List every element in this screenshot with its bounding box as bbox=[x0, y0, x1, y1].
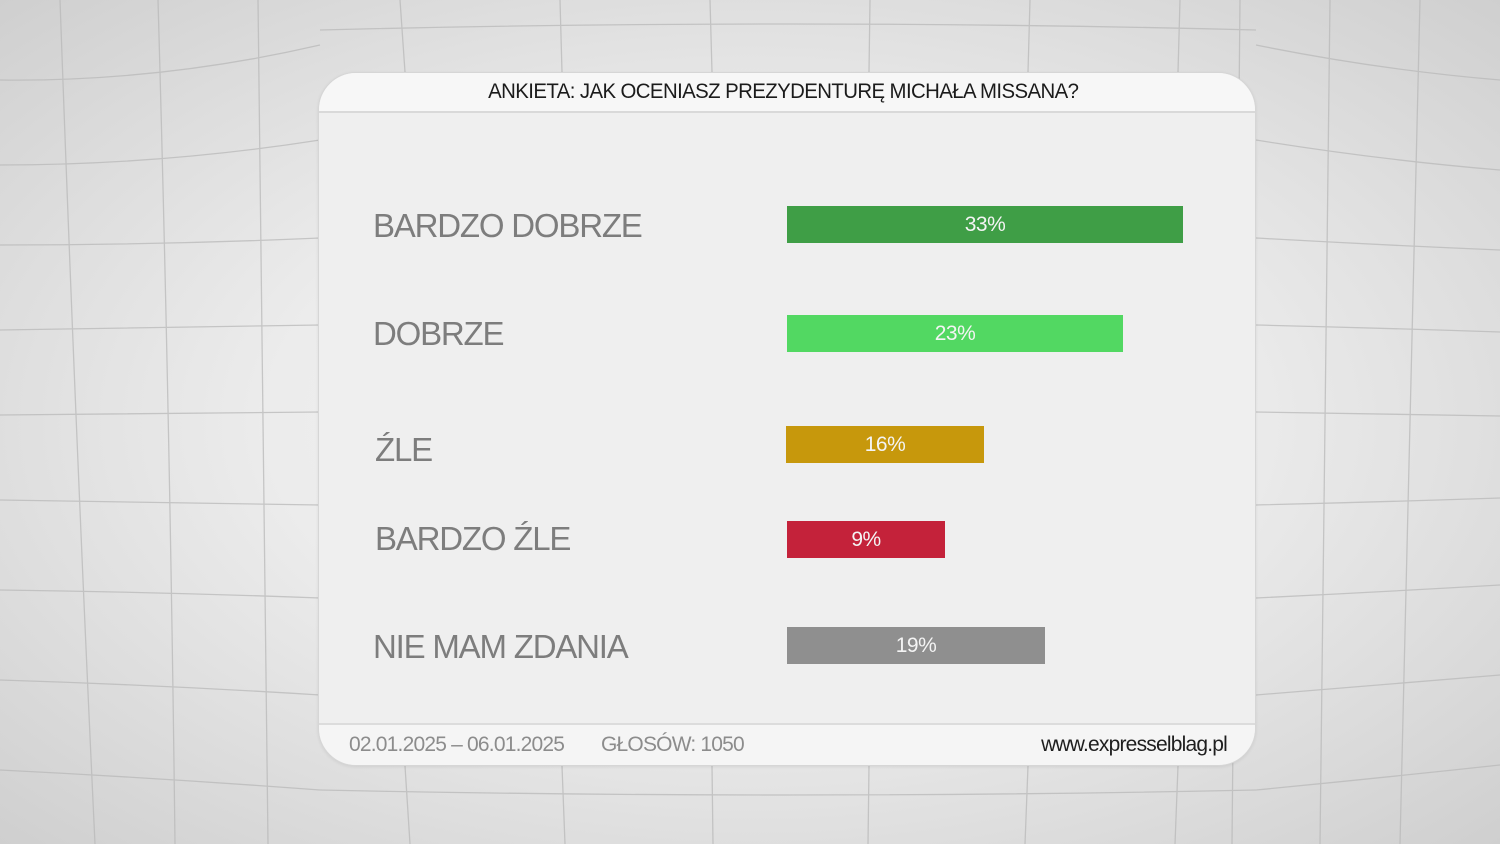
card-footer: 02.01.2025 – 06.01.2025 GŁOSÓW: 1050 www… bbox=[319, 723, 1255, 765]
row-label-nie-mam-zdania: NIE MAM ZDANIA bbox=[373, 628, 629, 665]
bar-value: 33% bbox=[964, 212, 1006, 236]
row-label-bardzo-dobrze: BARDZO DOBRZE bbox=[373, 207, 643, 244]
bar-value: 19% bbox=[895, 633, 937, 657]
bar-bardzo-dobrze: 33% bbox=[787, 206, 1183, 243]
bar-value: 16% bbox=[864, 432, 906, 456]
bar-dobrze: 23% bbox=[787, 315, 1123, 352]
row-label-bardzo-zle: BARDZO ŹLE bbox=[375, 520, 571, 557]
poll-title: ANKIETA: JAK OCENIASZ PREZYDENTURĘ MICHA… bbox=[487, 80, 1079, 103]
bar-nie-mam-zdania: 19% bbox=[787, 627, 1045, 664]
card-header: ANKIETA: JAK OCENIASZ PREZYDENTURĘ MICHA… bbox=[319, 73, 1255, 113]
bar-value: 9% bbox=[851, 527, 881, 551]
bar-bardzo-zle: 9% bbox=[787, 521, 945, 558]
vote-count: GŁOSÓW: 1050 bbox=[601, 733, 745, 756]
bar-value: 23% bbox=[934, 321, 976, 345]
row-label-zle: ŹLE bbox=[375, 431, 433, 468]
poll-card: ANKIETA: JAK OCENIASZ PREZYDENTURĘ MICHA… bbox=[318, 72, 1256, 766]
poll-date-range: 02.01.2025 – 06.01.2025 bbox=[349, 733, 565, 756]
bar-zle: 16% bbox=[786, 426, 984, 463]
row-label-dobrze: DOBRZE bbox=[373, 315, 505, 352]
source-url: www.expresselblag.pl bbox=[1041, 733, 1228, 756]
